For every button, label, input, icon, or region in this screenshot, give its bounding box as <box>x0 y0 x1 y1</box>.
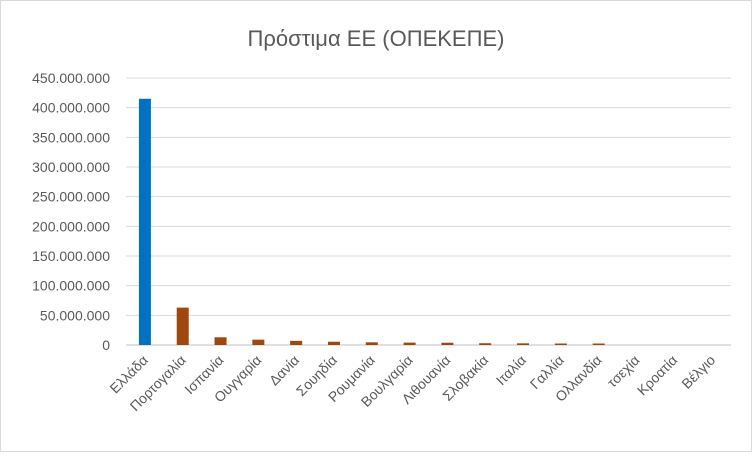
y-tick-label: 250.000.000 <box>32 189 110 205</box>
bar <box>365 342 378 345</box>
y-tick-label: 400.000.000 <box>32 100 110 116</box>
y-tick-label: 150.000.000 <box>32 248 110 264</box>
y-tick-label: 200.000.000 <box>32 218 110 234</box>
x-tick-label: Κροατία <box>634 352 681 399</box>
chart-title: Πρόστιμα ΕΕ (ΟΠΕΚΕΠΕ) <box>248 26 505 51</box>
bar <box>554 343 567 345</box>
gridlines <box>126 77 731 346</box>
bar <box>290 340 303 345</box>
bar <box>214 337 227 345</box>
bar <box>327 341 340 345</box>
y-tick-label: 0 <box>102 337 110 353</box>
y-tick-label: 100.000.000 <box>32 278 110 294</box>
bar <box>517 343 530 345</box>
bar <box>441 342 454 345</box>
bar <box>403 342 416 345</box>
bar <box>592 343 605 345</box>
bar <box>479 343 492 345</box>
y-tick-label: 350.000.000 <box>32 129 110 145</box>
bars <box>138 98 605 346</box>
bar <box>138 98 151 346</box>
bar <box>176 307 189 345</box>
y-tick-label: 50.000.000 <box>40 307 110 323</box>
x-tick-label: Ιταλία <box>493 352 529 388</box>
x-tick-label: Βέλγιο <box>678 352 718 392</box>
bar <box>252 339 265 345</box>
y-axis-tick-labels: 0 50.000.000 100.000.000 150.000.000 200.000… <box>32 70 110 353</box>
y-tick-label: 300.000.000 <box>32 159 110 175</box>
y-tick-label: 450.000.000 <box>32 70 110 86</box>
